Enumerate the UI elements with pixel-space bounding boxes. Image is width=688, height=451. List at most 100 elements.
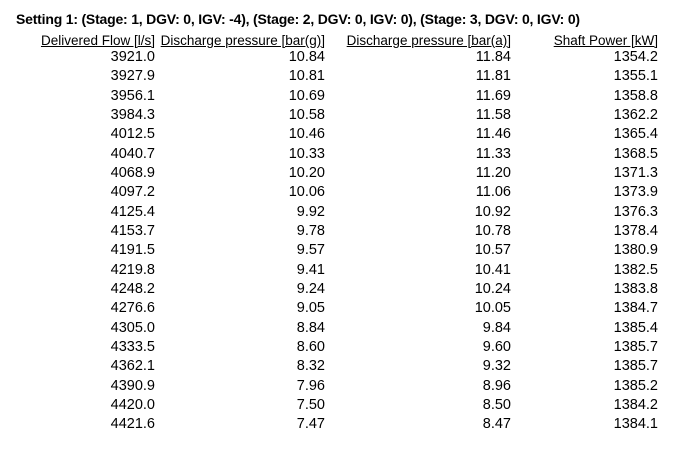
cell-delivered-flow: 4068.9 bbox=[110, 164, 155, 181]
cell-delivered-flow: 4191.5 bbox=[110, 242, 155, 259]
cell-discharge-pressure-gauge: 8.84 bbox=[296, 319, 325, 336]
cell-delivered-flow: 3921.0 bbox=[110, 49, 155, 65]
table-row: 3921.0 10.84 11.84 1354.2 bbox=[16, 48, 658, 67]
cell-shaft-power: 1385.7 bbox=[613, 338, 658, 355]
cell-delivered-flow: 4421.6 bbox=[110, 416, 155, 433]
table-row: 4153.7 9.78 10.78 1378.4 bbox=[16, 222, 658, 241]
cell-shaft-power: 1365.4 bbox=[613, 126, 658, 143]
cell-shaft-power: 1355.1 bbox=[613, 68, 658, 85]
table-row: 4421.6 7.47 8.47 1384.1 bbox=[16, 415, 658, 434]
cell-discharge-pressure-gauge: 10.84 bbox=[288, 49, 325, 65]
column-header-delivered-flow: Delivered Flow [l/s] bbox=[16, 27, 155, 48]
cell-delivered-flow: 3984.3 bbox=[110, 106, 155, 123]
column-header-label: Discharge pressure [bar(a)] bbox=[346, 33, 511, 48]
cell-shaft-power: 1376.3 bbox=[613, 203, 658, 220]
cell-delivered-flow: 4153.7 bbox=[110, 222, 155, 239]
table-row: 4305.0 8.84 9.84 1385.4 bbox=[16, 319, 658, 338]
cell-discharge-pressure-absolute: 10.41 bbox=[474, 261, 511, 278]
cell-discharge-pressure-gauge: 10.06 bbox=[288, 184, 325, 201]
table-row: 4068.9 10.20 11.20 1371.3 bbox=[16, 164, 658, 183]
cell-shaft-power: 1354.2 bbox=[613, 49, 658, 65]
cell-discharge-pressure-absolute: 10.92 bbox=[474, 203, 511, 220]
cell-discharge-pressure-absolute: 10.24 bbox=[474, 280, 511, 297]
cell-discharge-pressure-gauge: 9.78 bbox=[296, 222, 325, 239]
cell-discharge-pressure-gauge: 10.33 bbox=[288, 145, 325, 162]
table-row: 4012.5 10.46 11.46 1365.4 bbox=[16, 125, 658, 144]
cell-discharge-pressure-gauge: 9.57 bbox=[296, 242, 325, 259]
table-body: 3921.0 10.84 11.84 1354.2 3927.9 10.81 1… bbox=[16, 48, 658, 435]
cell-delivered-flow: 4390.9 bbox=[110, 377, 155, 394]
column-header-label: Shaft Power [kW] bbox=[553, 33, 658, 48]
cell-delivered-flow: 4012.5 bbox=[110, 126, 155, 143]
cell-discharge-pressure-gauge: 8.32 bbox=[296, 358, 325, 375]
cell-delivered-flow: 4040.7 bbox=[110, 145, 155, 162]
cell-delivered-flow: 4305.0 bbox=[110, 319, 155, 336]
table-row: 4040.7 10.33 11.33 1368.5 bbox=[16, 145, 658, 164]
cell-discharge-pressure-absolute: 8.47 bbox=[482, 416, 511, 433]
cell-delivered-flow: 4333.5 bbox=[110, 338, 155, 355]
cell-shaft-power: 1371.3 bbox=[613, 164, 658, 181]
table-row: 4248.2 9.24 10.24 1383.8 bbox=[16, 280, 658, 299]
cell-discharge-pressure-gauge: 8.60 bbox=[296, 338, 325, 355]
cell-discharge-pressure-gauge: 7.96 bbox=[296, 377, 325, 394]
cell-shaft-power: 1378.4 bbox=[613, 222, 658, 239]
cell-shaft-power: 1373.9 bbox=[613, 184, 658, 201]
cell-discharge-pressure-absolute: 10.05 bbox=[474, 300, 511, 317]
cell-delivered-flow: 4125.4 bbox=[110, 203, 155, 220]
table-header-row: Delivered Flow [l/s] Discharge pressure … bbox=[16, 27, 658, 48]
column-header-label: Delivered Flow [l/s] bbox=[40, 33, 155, 48]
cell-delivered-flow: 4276.6 bbox=[110, 300, 155, 317]
cell-discharge-pressure-gauge: 10.46 bbox=[288, 126, 325, 143]
cell-shaft-power: 1383.8 bbox=[613, 280, 658, 297]
table-row: 3956.1 10.69 11.69 1358.8 bbox=[16, 87, 658, 106]
cell-shaft-power: 1385.7 bbox=[613, 358, 658, 375]
cell-discharge-pressure-absolute: 8.96 bbox=[482, 377, 511, 394]
cell-delivered-flow: 3927.9 bbox=[110, 68, 155, 85]
cell-discharge-pressure-absolute: 11.84 bbox=[475, 49, 511, 65]
cell-shaft-power: 1385.2 bbox=[613, 377, 658, 394]
cell-discharge-pressure-gauge: 9.92 bbox=[296, 203, 325, 220]
cell-discharge-pressure-gauge: 7.50 bbox=[296, 396, 325, 413]
cell-delivered-flow: 4097.2 bbox=[110, 184, 155, 201]
cell-shaft-power: 1384.7 bbox=[613, 300, 658, 317]
cell-discharge-pressure-gauge: 9.05 bbox=[296, 300, 325, 317]
column-header-label: Discharge pressure [bar(g)] bbox=[160, 33, 325, 48]
cell-discharge-pressure-gauge: 7.47 bbox=[296, 416, 325, 433]
table-row: 3927.9 10.81 11.81 1355.1 bbox=[16, 67, 658, 86]
cell-discharge-pressure-absolute: 10.78 bbox=[474, 222, 511, 239]
cell-discharge-pressure-absolute: 11.06 bbox=[475, 184, 511, 201]
cell-delivered-flow: 3956.1 bbox=[110, 87, 155, 104]
cell-discharge-pressure-absolute: 10.57 bbox=[474, 242, 511, 259]
results-table: Delivered Flow [l/s] Discharge pressure … bbox=[16, 27, 658, 435]
cell-discharge-pressure-absolute: 11.69 bbox=[475, 87, 511, 104]
setting-title: Setting 1: (Stage: 1, DGV: 0, IGV: -4), … bbox=[16, 11, 580, 27]
column-header-discharge-pressure-absolute: Discharge pressure [bar(a)] bbox=[325, 27, 511, 48]
table-row: 4420.0 7.50 8.50 1384.2 bbox=[16, 396, 658, 415]
cell-discharge-pressure-gauge: 10.69 bbox=[288, 87, 325, 104]
cell-delivered-flow: 4248.2 bbox=[110, 280, 155, 297]
cell-shaft-power: 1382.5 bbox=[613, 261, 658, 278]
cell-discharge-pressure-gauge: 9.41 bbox=[296, 261, 325, 278]
cell-discharge-pressure-absolute: 9.60 bbox=[482, 338, 511, 355]
table-row: 3984.3 10.58 11.58 1362.2 bbox=[16, 106, 658, 125]
cell-delivered-flow: 4219.8 bbox=[110, 261, 155, 278]
table-row: 4276.6 9.05 10.05 1384.7 bbox=[16, 299, 658, 318]
cell-discharge-pressure-absolute: 11.81 bbox=[475, 68, 511, 85]
cell-discharge-pressure-absolute: 11.20 bbox=[475, 164, 511, 181]
cell-shaft-power: 1384.2 bbox=[613, 396, 658, 413]
cell-discharge-pressure-gauge: 9.24 bbox=[296, 280, 325, 297]
cell-shaft-power: 1385.4 bbox=[613, 319, 658, 336]
cell-discharge-pressure-absolute: 11.46 bbox=[475, 126, 511, 143]
cell-discharge-pressure-absolute: 9.84 bbox=[482, 319, 511, 336]
cell-shaft-power: 1358.8 bbox=[613, 87, 658, 104]
cell-shaft-power: 1380.9 bbox=[613, 242, 658, 259]
cell-shaft-power: 1384.1 bbox=[613, 416, 658, 433]
table-row: 4191.5 9.57 10.57 1380.9 bbox=[16, 241, 658, 260]
cell-discharge-pressure-absolute: 11.33 bbox=[475, 145, 511, 162]
table-row: 4390.9 7.96 8.96 1385.2 bbox=[16, 377, 658, 396]
column-header-discharge-pressure-gauge: Discharge pressure [bar(g)] bbox=[155, 27, 325, 48]
cell-shaft-power: 1368.5 bbox=[613, 145, 658, 162]
cell-shaft-power: 1362.2 bbox=[613, 106, 658, 123]
cell-discharge-pressure-absolute: 9.32 bbox=[482, 358, 511, 375]
